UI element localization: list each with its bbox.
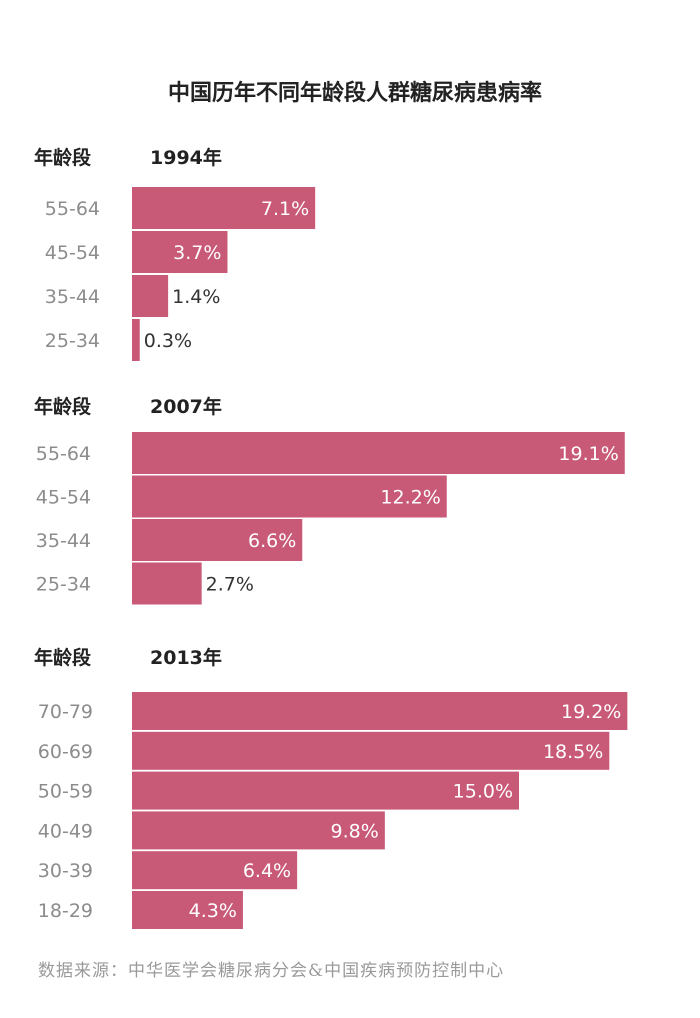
bar — [132, 692, 628, 730]
panel-year: 2007年 — [150, 395, 222, 418]
category-label: 30-39 — [38, 860, 93, 882]
data-label: 6.4% — [243, 860, 291, 882]
bar — [132, 851, 298, 890]
bar — [132, 771, 519, 810]
data-label: 2.7% — [206, 574, 254, 596]
category-label: 25-34 — [36, 574, 91, 596]
data-label: 9.8% — [331, 820, 379, 842]
data-label: 0.3% — [144, 330, 192, 352]
category-label: 35-44 — [36, 530, 91, 552]
panel-2013: 年龄段 2013年 70-79 19.2% 60-69 18.5% 50-59 15.0%… — [34, 646, 628, 929]
data-label: 4.3% — [189, 900, 237, 922]
bar — [132, 231, 228, 273]
panel-year: 1994年 — [150, 146, 222, 169]
source-note: 数据来源：中华医学会糖尿病分会&中国疾病预防控制中心 — [38, 961, 504, 981]
data-label: 19.1% — [558, 443, 618, 465]
data-label: 12.2% — [380, 487, 440, 509]
bar — [132, 811, 385, 850]
category-header: 年龄段 — [34, 146, 92, 169]
panel-1994: 年龄段 1994年 55-64 7.1% 45-54 3.7% 35-44 1.4% 25-… — [34, 146, 316, 361]
data-label: 15.0% — [453, 781, 513, 803]
category-label: 60-69 — [38, 741, 93, 763]
bar — [132, 275, 169, 317]
bar — [132, 891, 243, 929]
data-label: 18.5% — [543, 741, 603, 763]
bar — [132, 562, 202, 605]
bar — [132, 187, 316, 229]
data-label: 7.1% — [261, 198, 309, 220]
panel-year: 2013年 — [150, 646, 222, 669]
panel-2007: 年龄段 2007年 55-64 19.1% 45-54 12.2% 35-44 6.6% 2… — [34, 395, 625, 605]
bar — [132, 432, 625, 474]
category-label: 55-64 — [45, 198, 100, 220]
data-label: 19.2% — [561, 701, 621, 723]
bar — [132, 319, 140, 361]
category-label: 40-49 — [38, 820, 93, 842]
category-label: 45-54 — [45, 242, 100, 264]
category-label: 50-59 — [38, 781, 93, 803]
bar — [132, 475, 447, 518]
data-label: 3.7% — [173, 242, 221, 264]
category-label: 45-54 — [36, 487, 91, 509]
category-label: 55-64 — [36, 443, 91, 465]
category-header: 年龄段 — [34, 395, 92, 418]
bar — [132, 731, 610, 770]
category-label: 25-34 — [45, 330, 100, 352]
category-label: 18-29 — [38, 900, 93, 922]
bar — [132, 519, 303, 561]
category-label: 35-44 — [45, 286, 100, 308]
category-header: 年龄段 — [34, 646, 92, 669]
category-label: 70-79 — [38, 701, 93, 723]
data-label: 6.6% — [248, 530, 296, 552]
data-label: 1.4% — [172, 286, 220, 308]
chart-title: 中国历年不同年龄段人群糖尿病患病率 — [168, 80, 542, 106]
